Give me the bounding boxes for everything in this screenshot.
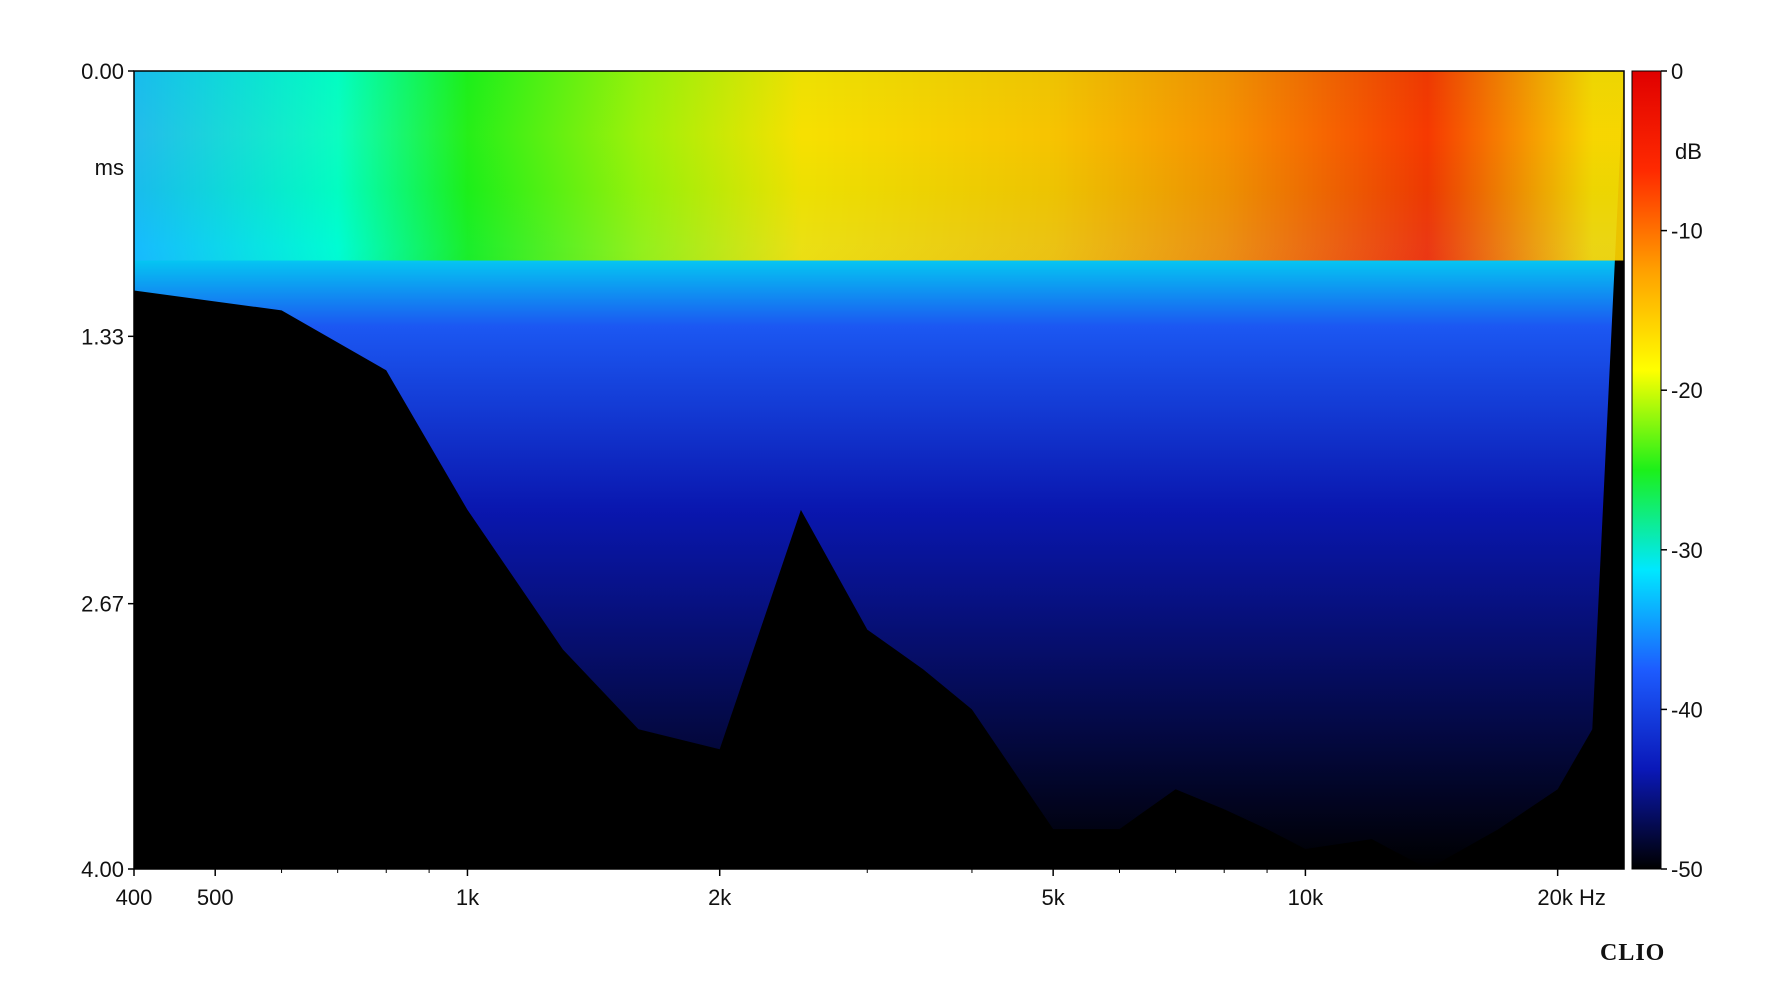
colorbar-tick-label-4: -40 — [1671, 697, 1703, 722]
brand-logo: CLIO — [1600, 940, 1666, 966]
x-tick-label-4: 5k — [1042, 885, 1066, 910]
x-tick-label-3: 2k — [708, 885, 732, 910]
y-tick-label-2: 2.67 — [81, 592, 124, 617]
x-tick-label-5: 10k — [1288, 885, 1324, 910]
x-tick-label-1: 500 — [197, 885, 234, 910]
x-tick-label-0: 400 — [116, 885, 153, 910]
plot-frame — [133, 70, 1625, 870]
colorbar-unit-label: dB — [1675, 139, 1702, 164]
colorbar-tick-label-5: -50 — [1671, 857, 1703, 882]
x-tick-label-6: 20k Hz — [1537, 885, 1605, 910]
colorbar — [1631, 70, 1662, 870]
y-tick-label-3: 4.00 — [81, 857, 124, 882]
early-response-band — [134, 71, 1624, 261]
colorbar-tick-label-2: -20 — [1671, 378, 1703, 403]
y-tick-label-0: 0.00 — [81, 59, 124, 84]
x-tick-label-2: 1k — [456, 885, 480, 910]
colorbar-tick-label-1: -10 — [1671, 219, 1703, 244]
colorbar-tick-label-3: -30 — [1671, 538, 1703, 563]
y-tick-label-1: 1.33 — [81, 324, 124, 349]
decay-envelope — [134, 71, 1624, 869]
y-axis-label: ms — [95, 155, 124, 180]
colorbar-tick-label-0: 0 — [1671, 59, 1683, 84]
